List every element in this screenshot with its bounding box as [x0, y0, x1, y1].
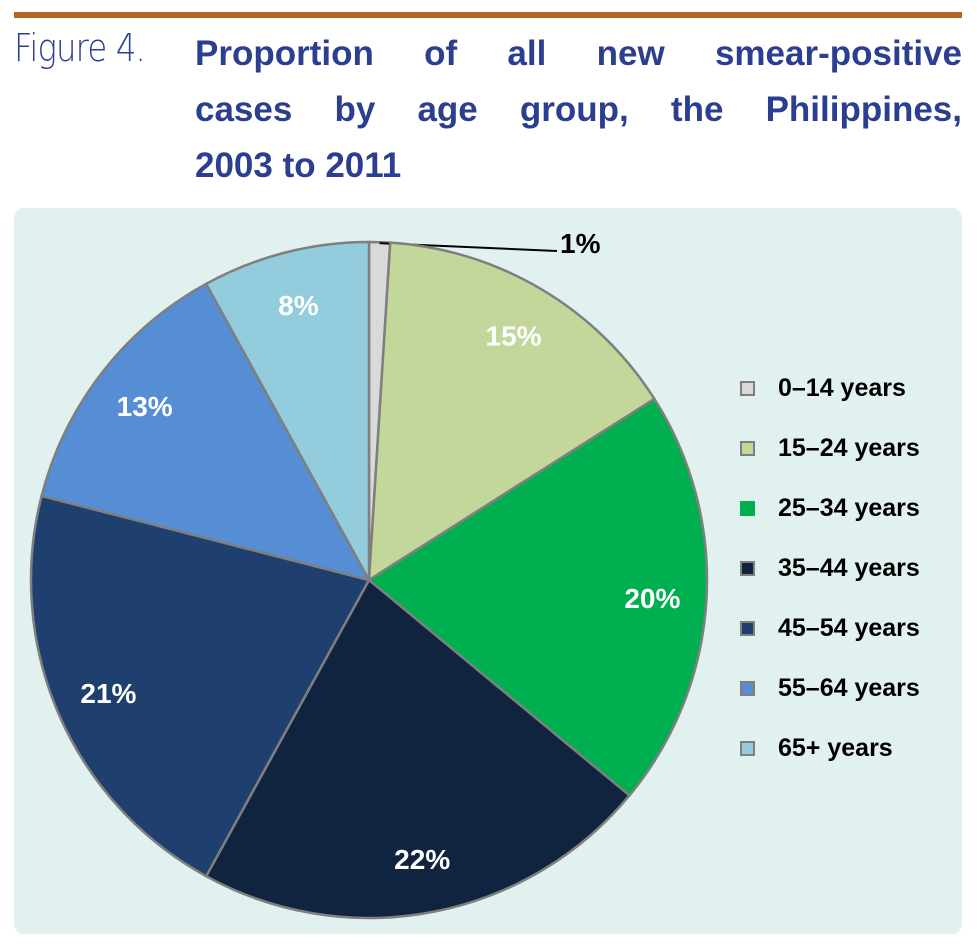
pie-slice-1	[367, 241, 657, 583]
pie-slice-5	[40, 282, 372, 582]
legend-swatch	[740, 680, 755, 696]
legend-swatch	[740, 380, 755, 396]
data-label: 15%	[486, 321, 542, 352]
legend-label: 0–14 years	[778, 373, 906, 402]
legend-label: 45–54 years	[778, 613, 920, 642]
legend-item: 55–64 years	[740, 658, 920, 718]
title-line: Proportion of all new smear-positive	[195, 34, 962, 73]
data-label: 22%	[394, 844, 450, 875]
legend-item: 0–14 years	[740, 358, 920, 418]
pie-slice-4	[29, 494, 371, 878]
legend-swatch	[740, 500, 755, 516]
legend-item: 25–34 years	[740, 478, 920, 538]
legend-swatch	[740, 560, 755, 576]
legend: 0–14 years 15–24 years 25–34 years 35–44 ye…	[740, 358, 920, 778]
pie-slice-2	[366, 397, 709, 798]
legend-label: 25–34 years	[778, 493, 920, 522]
legend-swatch	[740, 620, 755, 636]
data-label: 1%	[560, 228, 601, 259]
top-rule	[14, 12, 962, 18]
pie-slice-3	[204, 578, 632, 920]
legend-item: 45–54 years	[740, 598, 920, 658]
legend-item: 35–44 years	[740, 538, 920, 598]
legend-item: 15–24 years	[740, 418, 920, 478]
title-line: 2003 to 2011	[195, 146, 402, 185]
data-label: 21%	[80, 678, 136, 709]
legend-label: 35–44 years	[778, 553, 920, 582]
figure-label: Figure 4.	[14, 26, 146, 70]
legend-label: 65+ years	[778, 733, 893, 762]
legend-label: 15–24 years	[778, 433, 920, 462]
legend-label: 55–64 years	[778, 673, 920, 702]
legend-swatch	[740, 440, 755, 456]
legend-swatch	[740, 740, 755, 756]
title-line: cases by age group, the Philippines,	[195, 90, 962, 129]
data-label: 13%	[117, 391, 173, 422]
legend-item: 65+ years	[740, 718, 920, 778]
chart-title: Proportion of all new smear-positive cas…	[195, 26, 962, 194]
data-label: 8%	[278, 290, 319, 321]
data-label: 20%	[624, 583, 680, 614]
pie-slice-6	[204, 240, 371, 581]
